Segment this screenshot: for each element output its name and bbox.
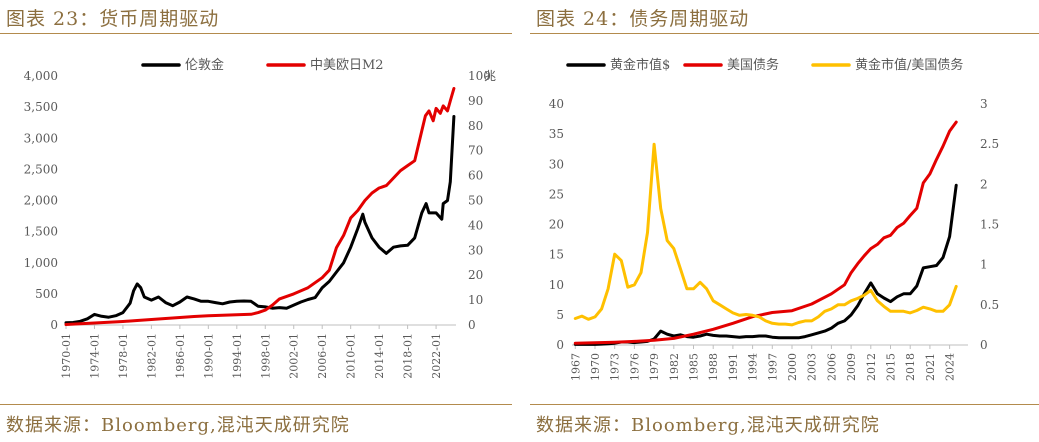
fig23-y-left-tick-label: 1,000 <box>24 256 58 270</box>
fig23-y-left-tick-label: 3,500 <box>24 100 58 114</box>
fig23-y-right-tick-label: 80 <box>468 119 483 133</box>
figure-24-source: 数据来源：Bloomberg,混沌天成研究院 <box>536 415 880 436</box>
fig24-x-tick-label: 1979 <box>648 353 661 381</box>
figure-24-chart: 0 5 10 15 20 25 30 35 40 0 0.5 1 1.5 2 2.5 3 1967 1970 197… <box>549 57 999 381</box>
fig24-y-left-tick-label: 5 <box>556 308 564 322</box>
fig23-x-tick-label: 1998-01 <box>259 333 272 379</box>
fig24-y-left-tick-label: 40 <box>549 97 564 111</box>
fig23-x-tick-label: 1978-01 <box>117 333 130 379</box>
fig24-y-right-tick-label: 3 <box>980 97 988 111</box>
fig23-y-right-unit-label: 兆 <box>484 69 496 83</box>
fig24-x-tick-label: 1967 <box>569 353 582 381</box>
fig24-x-tick-label: 1994 <box>747 353 760 381</box>
fig23-legend-label-0: 伦敦金 <box>185 57 224 73</box>
fig23-y-left-tick-label: 2,500 <box>24 162 58 176</box>
fig23-y-right-tick-label: 0 <box>468 318 476 332</box>
fig24-y-left-tick-label: 35 <box>549 127 564 141</box>
fig23-y-left-tick-label: 2,000 <box>24 194 58 208</box>
fig24-y-right-tick-label: 0.5 <box>980 298 999 312</box>
fig23-x-tick-label: 2002-01 <box>288 333 301 379</box>
fig23-y-left-tick-label: 4,000 <box>24 69 58 83</box>
fig23-y-right-tick-label: 30 <box>468 243 483 257</box>
figure-23-top-rule <box>0 33 512 34</box>
fig23-y-left-tick-label: 0 <box>50 318 58 332</box>
fig24-x-tick-label: 1973 <box>609 353 622 381</box>
fig24-x-tick-label: 2006 <box>825 353 838 381</box>
figure-23-panel: 图表 23：货币周期驱动 0 500 1,000 1,500 2,000 2,500 3,0… <box>0 0 512 442</box>
fig23-x-tick-label: 1990-01 <box>202 333 215 379</box>
fig23-y-right-tick-label: 100 <box>468 69 491 83</box>
fig23-series-line-1 <box>64 87 456 326</box>
fig23-x-tick-label: 2014-01 <box>373 333 386 379</box>
fig23-legend-label-1: 中美欧日M2 <box>310 58 384 73</box>
fig24-y-right-tick-label: 1 <box>980 258 988 272</box>
figure-23-bottom-rule <box>0 404 512 405</box>
fig24-x-tick-label: 1988 <box>707 353 720 381</box>
fig24-x-tick-label: 1982 <box>668 353 681 381</box>
fig23-x-tick-label: 1982-01 <box>145 333 158 379</box>
fig23-x-tick-label: 2010-01 <box>345 333 358 379</box>
fig24-y-right-tick-label: 2 <box>980 177 988 191</box>
fig24-y-right-tick-label: 2.5 <box>980 137 999 151</box>
fig24-x-tick-label: 1985 <box>687 353 700 381</box>
fig23-x-tick-label: 2006-01 <box>316 333 329 379</box>
fig23-x-tick-label: 1986-01 <box>174 333 187 379</box>
fig24-x-tick-label: 2018 <box>904 353 917 381</box>
fig24-legend-label-0: 黄金市值$ <box>610 57 670 73</box>
fig24-y-right-tick-label: 1.5 <box>980 218 999 232</box>
fig24-y-left-tick-label: 25 <box>549 187 564 201</box>
fig24-x-tick-label: 2000 <box>786 353 799 381</box>
fig24-x-tick-label: 2012 <box>865 353 878 381</box>
fig23-x-tick-label: 1970-01 <box>60 333 73 379</box>
fig23-y-left-tick-label: 500 <box>35 287 58 301</box>
fig23-y-right-tick-label: 20 <box>468 268 483 282</box>
fig24-x-tick-label: 2024 <box>944 353 957 381</box>
figure-24-bottom-rule <box>530 404 1039 405</box>
fig23-x-tick-label: 1974-01 <box>88 333 101 379</box>
figure-24-title: 图表 24：债务周期驱动 <box>536 8 750 30</box>
fig23-x-tick-label: 2022-01 <box>430 333 443 379</box>
fig24-x-tick-label: 2015 <box>885 353 898 381</box>
fig24-x-tick-label: 1976 <box>628 353 641 381</box>
fig24-x-tick-label: 2003 <box>806 353 819 381</box>
fig24-y-left-tick-label: 30 <box>549 157 564 171</box>
figure-24-panel: 图表 24：债务周期驱动 0 5 10 15 20 25 30 35 40 0 0.5 1 1.5 2 2.… <box>530 0 1039 442</box>
fig24-y-right-tick-label: 0 <box>980 338 988 352</box>
fig24-y-left-tick-label: 15 <box>549 248 564 262</box>
figure-24-top-rule <box>530 33 1039 34</box>
fig24-legend-label-2: 黄金市值/美国债务 <box>855 57 963 73</box>
fig24-x-tick-label: 1991 <box>727 353 740 381</box>
fig23-y-right-tick-label: 40 <box>468 218 483 232</box>
fig24-y-left-tick-label: 0 <box>556 338 564 352</box>
fig23-y-right-tick-label: 10 <box>468 293 483 307</box>
fig24-x-tick-label: 2021 <box>924 353 937 381</box>
fig24-x-tick-label: 1997 <box>766 353 779 381</box>
fig23-x-tick-label: 1994-01 <box>231 333 244 379</box>
fig24-series-line-1 <box>573 120 958 345</box>
fig23-series-line-0 <box>64 115 456 325</box>
fig24-series-line-2 <box>573 142 958 327</box>
fig24-x-tick-label: 1970 <box>589 353 602 381</box>
fig23-x-tick-label: 2018-01 <box>402 333 415 379</box>
fig24-y-left-tick-label: 20 <box>549 218 564 232</box>
fig23-y-right-tick-label: 70 <box>468 144 483 158</box>
figure-23-title: 图表 23：货币周期驱动 <box>6 8 220 30</box>
fig24-x-tick-label: 2009 <box>845 353 858 381</box>
fig23-y-right-tick-label: 90 <box>468 94 483 108</box>
figure-23-source: 数据来源：Bloomberg,混沌天成研究院 <box>6 415 350 436</box>
fig24-y-left-tick-label: 10 <box>549 278 564 292</box>
fig23-y-left-tick-label: 3,000 <box>24 131 58 145</box>
figure-23-chart: 0 500 1,000 1,500 2,000 2,500 3,000 3,500 4,000 0… <box>24 57 496 379</box>
fig24-legend-label-1: 美国债务 <box>727 57 779 73</box>
fig23-y-right-tick-label: 60 <box>468 169 483 183</box>
fig23-y-left-tick-label: 1,500 <box>24 225 58 239</box>
fig23-y-right-tick-label: 50 <box>468 194 483 208</box>
